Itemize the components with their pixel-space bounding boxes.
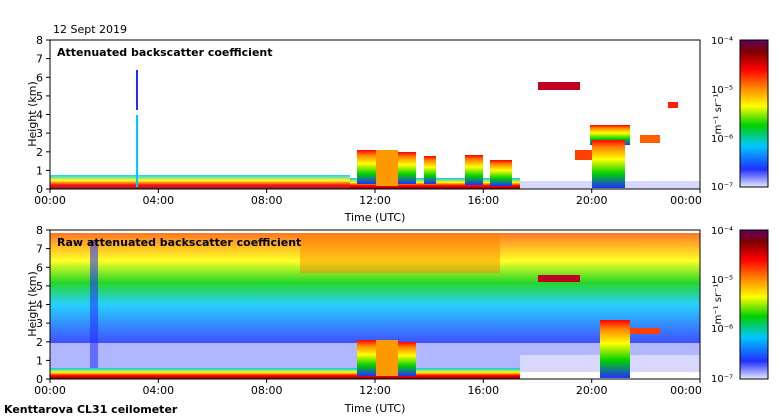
panel-attenuated: Attenuated backscatter coefficient 0 1 2… <box>26 34 769 224</box>
elevated-layer <box>630 328 660 334</box>
elevated-layer <box>640 135 660 143</box>
x-tick-label: 12:00 <box>359 194 391 207</box>
noise-field <box>300 233 500 273</box>
x-tick-label: 08:00 <box>251 384 283 397</box>
colorbar-unit: m⁻¹ sr⁻¹ <box>713 94 724 135</box>
cloud-echo <box>398 152 416 184</box>
colorbar-tick-label: 10⁻⁶ <box>711 324 733 335</box>
x-tick-label: 20:00 <box>576 384 608 397</box>
backscatter-features <box>50 70 700 189</box>
cloud-echo <box>357 340 377 376</box>
x-tick-label: 20:00 <box>576 194 608 207</box>
colorbar-tick-label: 10⁻⁴ <box>711 226 733 237</box>
panel-raw: Raw attenuated backscatter coefficient 0… <box>26 224 769 415</box>
y-tick-label: 7 <box>36 243 43 256</box>
y-tick-label: 3 <box>36 127 43 140</box>
cloud-echo <box>592 140 625 188</box>
cloud-echo <box>490 160 512 186</box>
x-tick-label: 16:00 <box>467 384 499 397</box>
x-tick-label: 00:00 <box>670 384 702 397</box>
y-tick-label: 6 <box>36 71 43 84</box>
x-tick-label: 00:00 <box>34 194 66 207</box>
x-axis: 00:00 04:00 08:00 12:00 16:00 20:00 00:0… <box>34 379 702 415</box>
cloud-echo <box>376 340 398 376</box>
y-tick-label: 4 <box>36 109 43 122</box>
y-tick-label: 5 <box>36 280 43 293</box>
date-label: 12 Sept 2019 <box>53 23 127 36</box>
x-tick-label: 12:00 <box>359 384 391 397</box>
y-tick-label: 6 <box>36 261 43 274</box>
colorbar-tick-label: 10⁻⁷ <box>711 374 733 385</box>
boundary-layer <box>50 368 520 379</box>
x-axis-label: Time (UTC) <box>344 211 406 224</box>
cloud-echo <box>424 156 436 184</box>
panel-title: Raw attenuated backscatter coefficient <box>57 236 301 249</box>
x-tick-label: 08:00 <box>251 194 283 207</box>
backscatter-features <box>50 233 700 379</box>
x-tick-label: 00:00 <box>34 384 66 397</box>
colorbar: 10⁻⁴ 10⁻⁵ 10⁻⁶ 10⁻⁷ m⁻¹ sr⁻¹ <box>711 226 769 385</box>
colorbar-tick-label: 10⁻⁵ <box>711 85 733 96</box>
y-tick-label: 8 <box>36 224 43 237</box>
noise-field <box>50 233 700 343</box>
colorbar-gradient <box>739 39 769 188</box>
y-tick-label: 0 <box>36 183 43 196</box>
elevated-layer <box>575 150 595 160</box>
y-tick-label: 3 <box>36 317 43 330</box>
elevated-layer <box>538 275 580 282</box>
x-axis: 00:00 04:00 08:00 12:00 16:00 20:00 00:0… <box>34 189 702 224</box>
spike <box>136 115 138 187</box>
instrument-label: Kenttarova CL31 ceilometer <box>4 403 178 416</box>
y-axis: 0 1 2 3 4 5 6 7 8 Height (km) <box>26 34 50 196</box>
x-tick-label: 16:00 <box>467 194 499 207</box>
spike <box>136 70 138 110</box>
panel-title: Attenuated backscatter coefficient <box>57 46 273 59</box>
x-tick-label: 00:00 <box>670 194 702 207</box>
colorbar-tick-label: 10⁻⁷ <box>711 182 733 193</box>
x-tick-label: 04:00 <box>142 194 174 207</box>
colorbar-gradient <box>739 229 769 380</box>
colorbar-tick-label: 10⁻⁶ <box>711 134 733 145</box>
y-axis-label: Height (km) <box>26 271 39 337</box>
y-tick-label: 1 <box>36 164 43 177</box>
y-tick-label: 8 <box>36 34 43 47</box>
colorbar-tick-label: 10⁻⁵ <box>711 275 733 286</box>
cloud-echo <box>398 342 416 376</box>
y-tick-label: 2 <box>36 336 43 349</box>
x-tick-label: 04:00 <box>142 384 174 397</box>
colorbar: 10⁻⁴ 10⁻⁵ 10⁻⁶ 10⁻⁷ m⁻¹ sr⁻¹ <box>711 36 769 193</box>
cloud-echo <box>357 150 377 184</box>
cloud-echo <box>376 150 398 186</box>
y-axis-label: Height (km) <box>26 81 39 147</box>
y-tick-label: 0 <box>36 373 43 386</box>
boundary-layer <box>50 175 350 189</box>
y-tick-label: 7 <box>36 53 43 66</box>
colorbar-unit: m⁻¹ sr⁻¹ <box>713 284 724 325</box>
cloud-echo <box>465 155 483 185</box>
y-tick-label: 4 <box>36 299 43 312</box>
colorbar-tick-label: 10⁻⁴ <box>711 36 733 47</box>
spike <box>90 240 98 370</box>
elevated-layer <box>538 82 580 90</box>
y-tick-label: 5 <box>36 90 43 103</box>
elevated-layer <box>668 102 678 108</box>
y-axis: 0 1 2 3 4 5 6 7 8 Height (km) <box>26 224 50 386</box>
y-tick-label: 1 <box>36 354 43 367</box>
x-axis-label: Time (UTC) <box>344 402 406 415</box>
y-tick-label: 2 <box>36 146 43 159</box>
cloud-echo <box>600 320 630 378</box>
